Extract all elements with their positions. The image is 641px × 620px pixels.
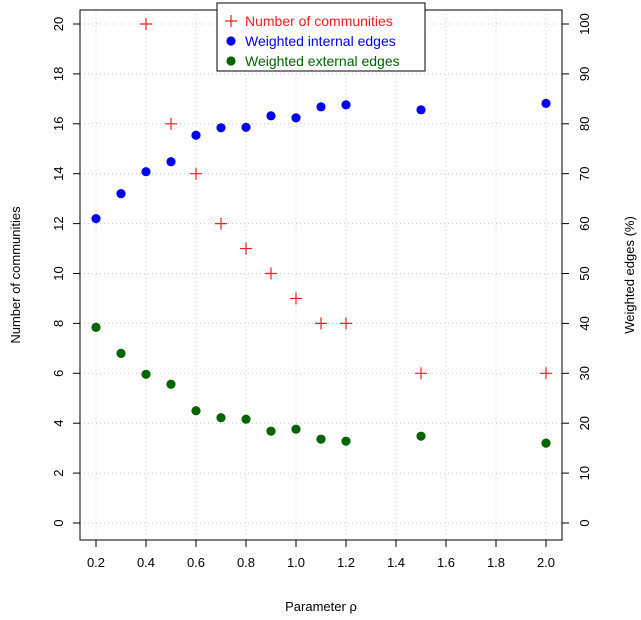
legend: Number of communities Weighted internal e… [216, 2, 426, 72]
data-point [291, 113, 301, 123]
data-point [190, 167, 202, 180]
y-left-tick-label: 10 [51, 266, 66, 280]
data-point [315, 317, 327, 330]
y-right-tick-label: 90 [577, 67, 592, 81]
series-1 [91, 98, 551, 224]
data-point [91, 214, 101, 224]
data-point [416, 105, 426, 115]
y-left-tick-label: 4 [51, 420, 66, 427]
x-tick-label: 0.2 [87, 555, 105, 570]
series-0 [140, 18, 552, 380]
grid [80, 10, 562, 540]
x-tick-label: 1.2 [337, 555, 355, 570]
legend-label: Number of communities [245, 13, 393, 29]
data-point [316, 434, 326, 444]
data-point [215, 217, 227, 230]
legend-label: Weighted internal edges [245, 33, 396, 49]
y-right-tick-label: 70 [577, 166, 592, 180]
y-left-tick-label: 18 [51, 67, 66, 81]
y-axis-right-title: Weighted edges (%) [622, 216, 637, 334]
y-right-tick-label: 50 [577, 266, 592, 280]
data-point [290, 292, 302, 305]
data-point [266, 426, 276, 436]
data-point [265, 267, 277, 280]
legend-marker [225, 15, 237, 27]
y-right-tick-label: 30 [577, 366, 592, 380]
y-left-tick-label: 20 [51, 17, 66, 31]
data-point [116, 348, 126, 358]
y-right-tick-label: 10 [577, 466, 592, 480]
x-tick-label: 0.6 [187, 555, 205, 570]
data-point [141, 167, 151, 177]
data-point [541, 98, 551, 108]
x-tick-label: 0.8 [237, 555, 255, 570]
data-point [540, 367, 552, 380]
data-point [541, 438, 551, 448]
data-point [340, 317, 352, 330]
data-point [341, 100, 351, 110]
x-axis: 0.2 0.4 0.6 0.8 1.0 1.2 1.4 1.6 1.8 2.0 [87, 540, 555, 570]
data-point [316, 102, 326, 112]
y-right-tick-label: 20 [577, 416, 592, 430]
y-right-tick-label: 60 [577, 216, 592, 230]
data-point [266, 111, 276, 121]
x-axis-title: Parameter ρ [285, 599, 357, 614]
data-point [166, 379, 176, 389]
data-marks [91, 18, 552, 448]
data-point [241, 122, 251, 132]
legend-entry: Weighted internal edges [226, 33, 396, 49]
legend-marker [226, 56, 236, 66]
x-tick-label: 2.0 [537, 555, 555, 570]
data-point [341, 436, 351, 446]
data-point [166, 157, 176, 167]
data-point [116, 189, 126, 199]
legend-marker [226, 36, 236, 46]
x-tick-label: 1.4 [387, 555, 405, 570]
legend-box [216, 2, 426, 72]
y-right-tick-label: 0 [577, 519, 592, 526]
data-point [291, 424, 301, 434]
data-point [216, 413, 226, 423]
data-point [416, 431, 426, 441]
y-right-tick-label: 100 [577, 13, 592, 35]
y-left-tick-label: 6 [51, 370, 66, 377]
y-right-tick-label: 40 [577, 316, 592, 330]
legend-entry: Weighted external edges [226, 53, 400, 69]
data-point [240, 242, 252, 255]
plot-box [79, 9, 563, 541]
data-point [91, 322, 101, 332]
y-axis-left: 0 2 4 6 8 10 12 14 16 18 20 [51, 17, 80, 527]
data-point [216, 123, 226, 133]
data-point [191, 406, 201, 416]
y-left-tick-label: 12 [51, 216, 66, 230]
y-left-tick-label: 16 [51, 117, 66, 131]
y-axis-right: 0 10 20 30 40 50 60 70 80 90 100 [562, 13, 592, 527]
y-axis-left-title: Number of communities [8, 206, 23, 344]
y-left-tick-label: 0 [51, 519, 66, 526]
data-point [140, 18, 152, 30]
y-right-tick-label: 80 [577, 117, 592, 131]
data-point [191, 130, 201, 140]
y-left-tick-label: 14 [51, 166, 66, 180]
x-tick-label: 1.0 [287, 555, 305, 570]
legend-label: Weighted external edges [245, 53, 400, 69]
x-tick-label: 0.4 [137, 555, 155, 570]
x-tick-label: 1.6 [437, 555, 455, 570]
y-left-tick-label: 2 [51, 469, 66, 476]
legend-entry: Number of communities [225, 13, 393, 29]
series-2 [91, 322, 551, 448]
data-point [241, 414, 251, 424]
data-point [415, 367, 427, 380]
x-tick-label: 1.8 [487, 555, 505, 570]
data-point [141, 369, 151, 379]
data-point [165, 117, 177, 130]
y-left-tick-label: 8 [51, 320, 66, 327]
